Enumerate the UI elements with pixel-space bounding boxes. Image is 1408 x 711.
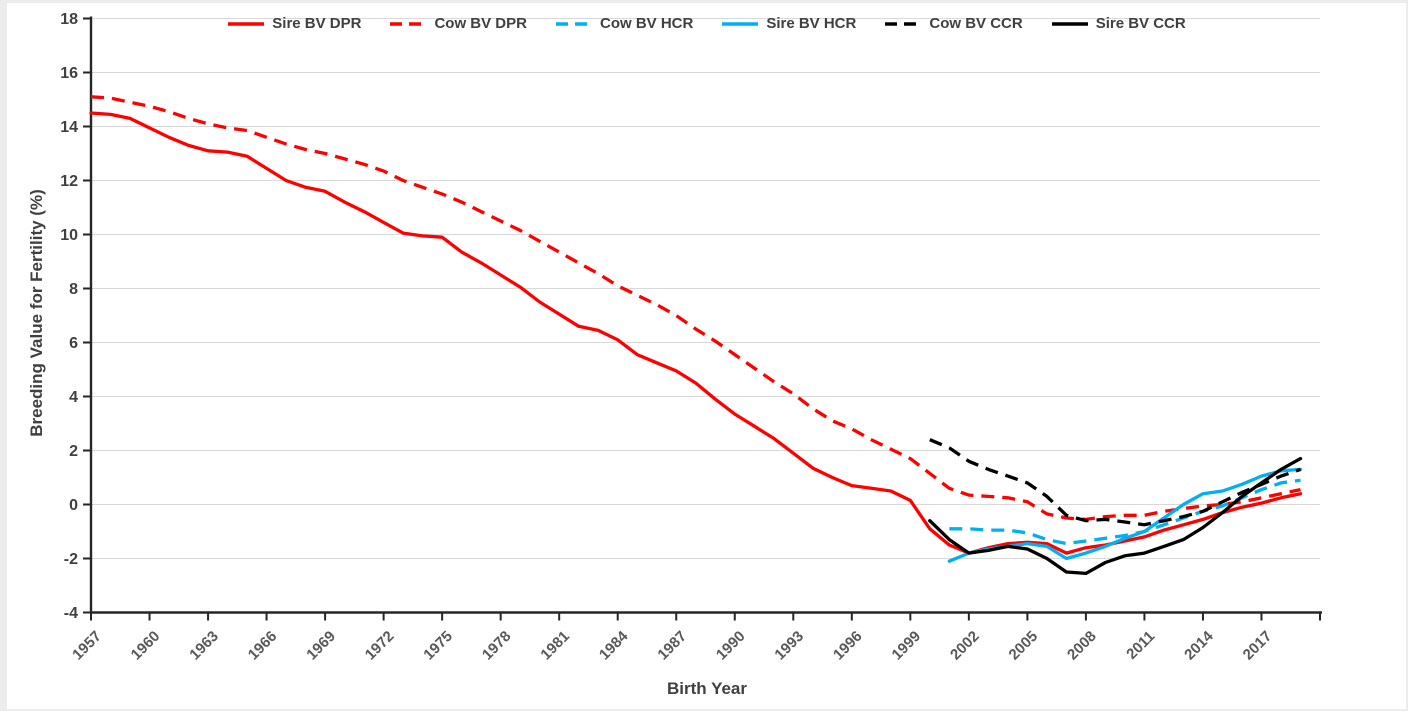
- y-tick-label-10: 10: [60, 227, 78, 244]
- x-tick-label-1966: 1966: [245, 628, 281, 664]
- y-tick-label--2: -2: [64, 551, 78, 568]
- y-tick-label-18: 18: [60, 11, 78, 28]
- series-line-sire-bv-dpr: [89, 111, 1303, 555]
- x-tick-label-1999: 1999: [889, 628, 925, 664]
- x-tick-label-1978: 1978: [479, 628, 515, 664]
- x-tick-label-2011: 2011: [1123, 628, 1158, 663]
- x-tick-label-2008: 2008: [1064, 628, 1100, 664]
- series-line-sire-bv-ccr: [928, 456, 1303, 576]
- x-axis-title: Birth Year: [666, 679, 748, 698]
- x-tick-label-2005: 2005: [1006, 628, 1042, 664]
- x-tick-label-1957: 1957: [69, 628, 105, 664]
- y-tick-label-12: 12: [60, 173, 78, 190]
- y-axis-title: Breeding Value for Fertility (%): [27, 189, 46, 437]
- x-tick-label-2017: 2017: [1240, 628, 1276, 664]
- y-tick-label-6: 6: [69, 335, 78, 352]
- x-tick-label-2002: 2002: [947, 628, 983, 664]
- y-tick-label-8: 8: [69, 281, 78, 298]
- series-line-cow-bv-dpr: [90, 95, 1301, 522]
- x-tick-label-1984: 1984: [596, 627, 632, 663]
- plot-area: -4 -2 0 2 4 6 8 10 12 14 16 18 1957 1960 1963 1966 1969 1…: [60, 11, 1322, 664]
- x-tick-label-1972: 1972: [362, 628, 398, 664]
- x-tick-label-1960: 1960: [128, 628, 164, 664]
- x-tick-label-1981: 1981: [537, 628, 573, 664]
- x-tick-label-2014: 2014: [1181, 627, 1217, 663]
- x-tick-label-1975: 1975: [420, 628, 456, 664]
- x-tick-label-1993: 1993: [771, 628, 807, 664]
- x-tick-label-1987: 1987: [654, 628, 690, 664]
- series-line-cow-bv-ccr: [929, 438, 1302, 527]
- x-tick-label-1969: 1969: [303, 628, 339, 664]
- y-tick-label-4: 4: [69, 389, 78, 406]
- x-tick-label-1963: 1963: [186, 628, 222, 664]
- y-tick-label-16: 16: [60, 65, 78, 82]
- y-tick-label-0: 0: [69, 497, 78, 514]
- x-tick-label-1990: 1990: [713, 628, 749, 664]
- x-tick-label-1996: 1996: [830, 628, 866, 664]
- y-tick-label-2: 2: [69, 443, 78, 460]
- y-tick-label-14: 14: [60, 119, 78, 136]
- y-tick-label--4: -4: [64, 605, 78, 622]
